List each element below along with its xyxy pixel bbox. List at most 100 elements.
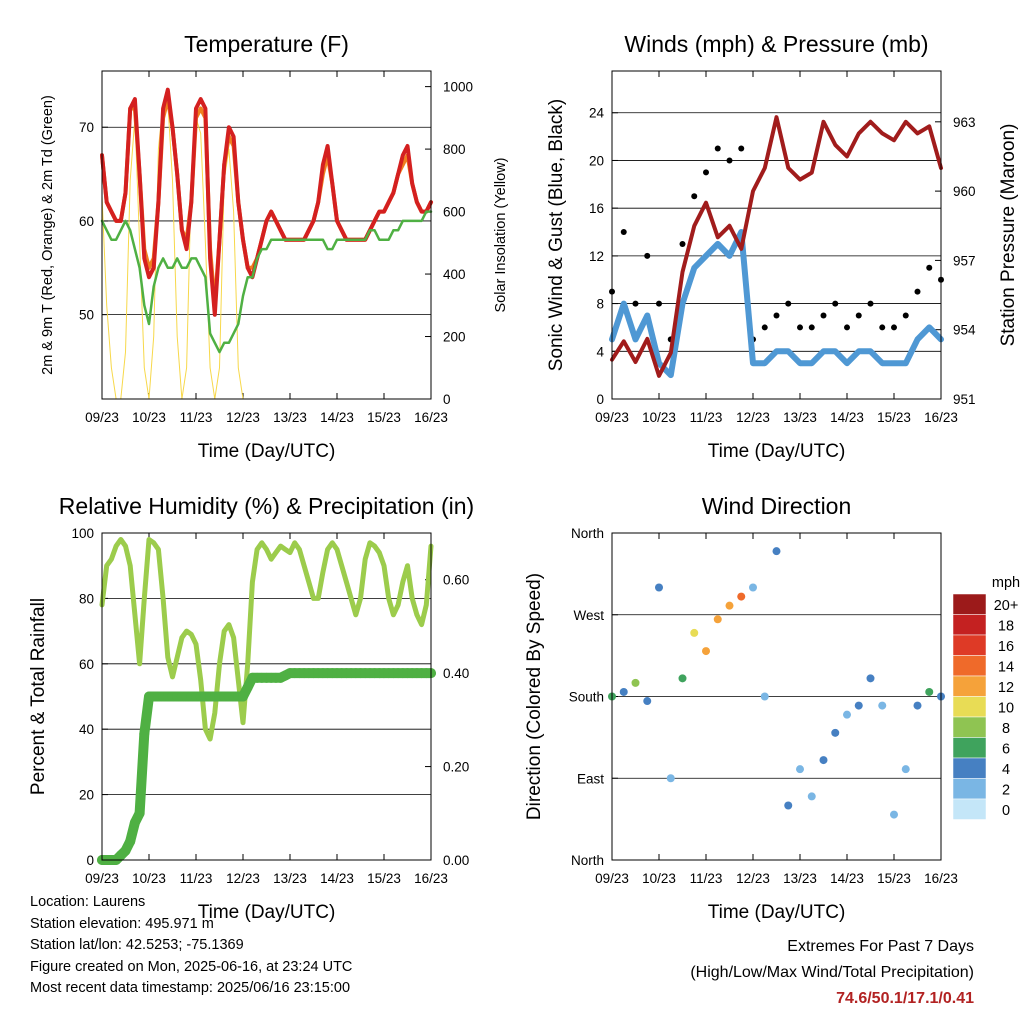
x-tick-label: 09/23 <box>85 410 119 425</box>
x-tick-label: 09/23 <box>595 871 629 886</box>
gust-point <box>867 300 874 307</box>
y2-tick-label: 600 <box>443 205 466 220</box>
colorbar-label: 10 <box>998 701 1014 717</box>
temperature-ylabel-right: Solar Insolation (Yellow) <box>493 157 509 312</box>
direction-point <box>643 697 652 706</box>
sonic-wind-point <box>903 360 909 366</box>
x-tick-label: 12/23 <box>226 410 260 425</box>
wind_direction-xlabel: Time (Day/UTC) <box>708 902 846 923</box>
gust-point <box>820 312 827 319</box>
sonic-wind-point <box>727 253 732 259</box>
x-tick-label: 12/23 <box>736 410 770 425</box>
gust-point <box>761 324 768 331</box>
y2-tick-label: 400 <box>443 267 466 282</box>
sonic-wind-point <box>774 348 779 354</box>
direction-point <box>866 674 875 683</box>
gust-point <box>679 240 686 247</box>
y2-tick-label: 1000 <box>443 80 473 95</box>
sonic-wind-point <box>809 360 815 366</box>
plot-frame <box>101 532 432 861</box>
gust-point <box>879 324 886 331</box>
y-tick-label: 80 <box>79 591 94 606</box>
sonic-wind-point <box>680 301 685 307</box>
y-tick-label: North <box>571 526 604 541</box>
direction-point <box>631 678 640 687</box>
gust-point <box>785 300 792 307</box>
x-tick-label: 11/23 <box>690 871 723 886</box>
x-tick-label: 16/23 <box>414 871 448 886</box>
gust-point <box>656 300 662 307</box>
gust-point <box>644 252 651 259</box>
sonic-wind-point <box>621 301 627 307</box>
gust-point <box>902 312 909 319</box>
temperature-xlabel: Time (Day/UTC) <box>198 441 336 462</box>
y-tick-label: 70 <box>79 120 94 135</box>
recent-timestamp-text: Most recent data timestamp: 2025/06/16 2… <box>30 980 351 996</box>
x-tick-label: 11/23 <box>180 871 213 886</box>
y2-tick-label: 954 <box>953 323 976 338</box>
gust-point <box>797 324 803 331</box>
x-tick-label: 13/23 <box>273 871 307 886</box>
colorbar-swatch <box>952 675 987 697</box>
colorbar-label: 0 <box>1002 803 1010 819</box>
gust-point <box>726 157 733 164</box>
sonic-wind-point <box>656 360 662 366</box>
temperature-ylabel: 2m & 9m T (Red, Orange) & 2m Td (Green) <box>40 95 56 375</box>
x-tick-label: 14/23 <box>320 871 354 886</box>
sonic-wind-point <box>915 336 920 342</box>
direction-point <box>725 601 734 610</box>
colorbar-title: mph <box>992 575 1020 591</box>
sonic-wind-point <box>832 348 838 354</box>
sonic-wind-point <box>715 241 721 247</box>
colorbar-swatch <box>952 798 987 820</box>
y-tick-label: South <box>569 690 604 705</box>
speed-colorbar: mph 20+ 18 16 14 12 10 8 6 4 2 0 <box>952 575 1020 820</box>
direction-point <box>784 801 793 810</box>
direction-point <box>878 701 887 710</box>
colorbar-label: 12 <box>998 680 1014 696</box>
colorbar-swatch <box>952 716 987 738</box>
gust-point <box>914 288 921 295</box>
sonic-wind-point <box>797 360 803 366</box>
colorbar-label: 4 <box>1002 762 1010 778</box>
colorbar-label: 8 <box>1002 721 1010 737</box>
gust-point <box>844 324 850 331</box>
direction-point <box>666 774 675 783</box>
x-tick-label: 09/23 <box>85 871 119 886</box>
direction-point <box>913 701 922 710</box>
y-tick-label: 24 <box>589 106 605 121</box>
precip-point <box>242 682 253 693</box>
rh_precip-title: Relative Humidity (%) & Precipitation (i… <box>59 493 474 519</box>
precip-point <box>120 845 131 856</box>
sonic-wind-point <box>633 336 638 342</box>
gust-point <box>808 324 815 331</box>
y-tick-label: 12 <box>589 249 604 264</box>
latlon-text: Station lat/lon: 42.5253; -75.1369 <box>30 937 244 953</box>
direction-point <box>843 710 851 719</box>
colorbar-swatch <box>952 757 987 779</box>
extremes-subtitle: (High/Low/Max Wind/Total Precipitation) <box>690 964 974 981</box>
temperature-series-red <box>100 87 433 317</box>
precip-point <box>134 808 145 819</box>
temperature-series-yellow <box>101 101 432 400</box>
direction-point <box>737 592 746 601</box>
direction-point <box>854 701 863 710</box>
direction-point <box>772 547 781 556</box>
direction-point <box>619 687 628 696</box>
precip-point <box>129 817 140 828</box>
y2-tick-label: 0.60 <box>443 573 469 588</box>
x-tick-label: 12/23 <box>736 871 770 886</box>
sonic-wind-point <box>703 253 709 259</box>
elevation-text: Station elevation: 495.971 m <box>30 915 214 932</box>
temperature-series-green <box>100 210 433 354</box>
sonic-wind-point <box>750 360 756 366</box>
sonic-wind-point <box>668 372 674 378</box>
direction-point <box>807 792 816 801</box>
x-tick-label: 15/23 <box>877 871 911 886</box>
y2-tick-label: 0.00 <box>443 853 469 868</box>
x-tick-label: 13/23 <box>783 871 817 886</box>
x-tick-label: 16/23 <box>414 410 448 425</box>
direction-point <box>678 674 687 683</box>
colorbar-label: 18 <box>998 619 1014 635</box>
